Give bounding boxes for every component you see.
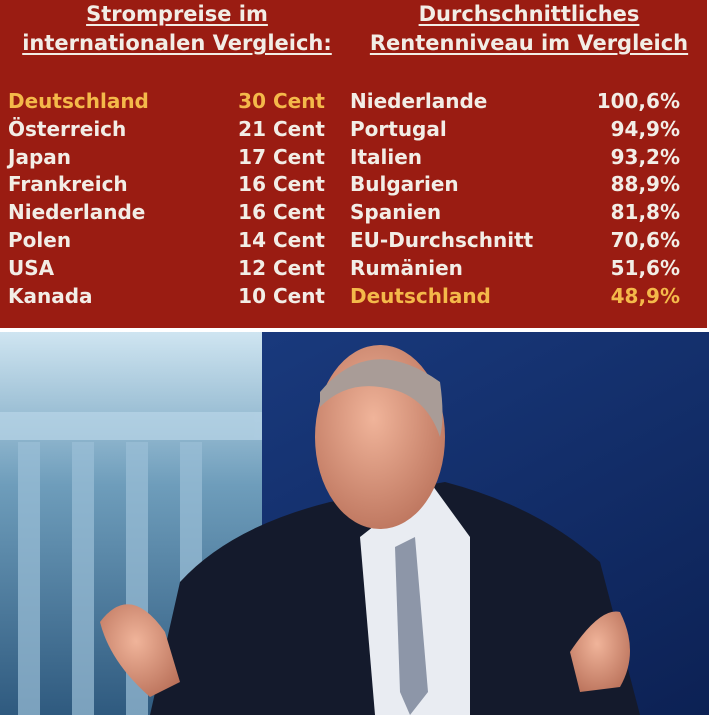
row-label: Portugal [350,116,447,141]
left-header: Strompreise im internationalen Vergleich… [0,0,354,58]
row-value: 17 Cent [238,144,325,169]
hair [320,359,443,437]
right-hand [570,611,630,692]
header-line: Rentenniveau im Vergleich [369,31,689,55]
row-value: 94,9% [610,116,680,141]
header-line: internationalen Vergleich: [22,31,332,55]
row-label: Österreich [8,116,127,141]
row-value: 93,2% [610,144,680,169]
header-line: Durchschnittliches [418,2,640,26]
row-label: Niederlande [350,89,488,113]
left-hand [100,604,180,697]
row-value: 81,8% [610,200,680,225]
row-label: Niederlande [8,200,146,225]
row-label: Bulgarien [350,172,459,197]
row-value: 48,9% [610,283,680,308]
row-label: Italien [350,144,423,169]
row-label: Kanada [8,283,93,308]
row-value: 30 Cent [238,89,325,113]
row-label: Deutschland [350,283,491,308]
row-value: 14 Cent [238,228,325,252]
row-value: 21 Cent [238,116,325,141]
row-value: 51,6% [610,255,680,280]
row-value: 16 Cent [238,172,325,197]
photo [0,332,709,715]
row-value: 100,6% [596,89,680,113]
row-value: 16 Cent [238,200,325,225]
row-value: 88,9% [610,172,680,197]
row-label: EU-Durchschnitt [350,228,534,252]
row-value: 70,6% [610,228,680,252]
row-value: 12 Cent [238,255,325,280]
row-label: Japan [8,144,71,169]
row-value: 10 Cent [238,283,325,308]
row-label: Polen [8,228,72,252]
tie [395,537,428,715]
row-label: Frankreich [8,172,128,197]
row-label: Rumänien [350,255,463,280]
right-header: Durchschnittliches Rentenniveau im Vergl… [352,0,706,58]
header-line: Strompreise im [86,2,268,26]
row-label: USA [8,255,55,280]
row-label: Deutschland [8,89,149,113]
info-panel: Strompreise im internationalen Vergleich… [0,0,707,328]
row-label: Spanien [350,200,442,225]
